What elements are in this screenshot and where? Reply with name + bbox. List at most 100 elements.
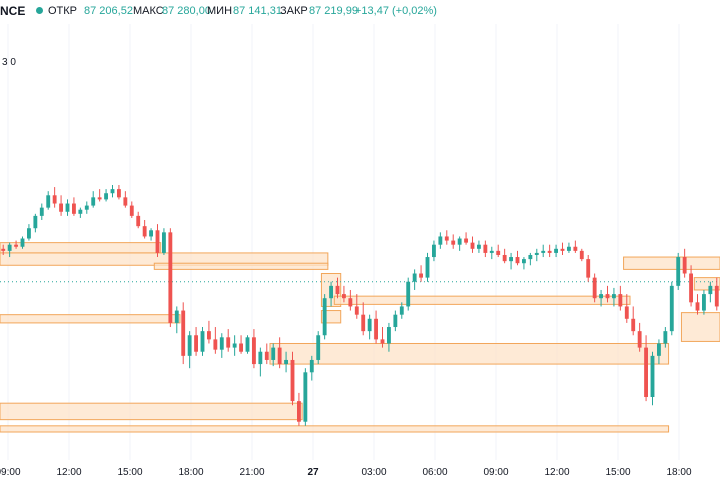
candle-body (534, 252, 539, 255)
candle-body (123, 197, 128, 206)
candle-body (245, 337, 250, 352)
price-header: NCE ОТКР 87 206,52 МАКС 87 280,00 МИН 87… (0, 0, 720, 24)
candle-body (457, 238, 462, 245)
candle-body (84, 205, 89, 210)
candle-body (1, 248, 6, 251)
candle-body (110, 189, 115, 194)
candle-body (714, 285, 719, 307)
candle-body (631, 318, 636, 332)
time-axis-label: 09:00 (483, 467, 508, 478)
candle-body (618, 294, 623, 307)
candle-body (187, 335, 192, 356)
candle-body (174, 310, 179, 323)
candle-body (290, 359, 295, 402)
candle-body (669, 285, 674, 332)
candle-body (335, 285, 340, 295)
candle-body (361, 314, 366, 332)
candle-body (52, 195, 57, 204)
candle-body (509, 257, 513, 262)
candle-body (477, 244, 481, 249)
candle-body (444, 236, 449, 241)
candle-body (14, 244, 18, 247)
candle-body (155, 230, 160, 253)
candle-body (663, 331, 668, 344)
candle-body (142, 226, 147, 237)
candle-body (59, 203, 63, 212)
candle-body (573, 246, 578, 251)
time-axis-label: 15:00 (605, 467, 630, 478)
time-axis-label: 18:00 (666, 467, 691, 478)
supply-demand-zone (623, 256, 720, 270)
candle-body (264, 351, 269, 360)
candle-body (213, 339, 218, 350)
candle-body (419, 273, 423, 278)
time-axis-label: 18:00 (178, 467, 203, 478)
candle-body (46, 195, 51, 208)
candle-body (567, 246, 571, 251)
candle-body (27, 228, 31, 239)
open-value: 87 206,52 (84, 5, 133, 17)
supply-demand-zone (333, 295, 631, 305)
candle-body (219, 337, 224, 350)
candle-body (117, 189, 121, 198)
candle-body (104, 193, 108, 200)
candle-body (406, 281, 411, 307)
candle-body (695, 302, 700, 311)
candle-body (644, 347, 648, 398)
time-axis-label: 09:00 (0, 467, 21, 478)
symbol-name[interactable]: NCE (0, 4, 26, 18)
time-axis-label: 12:00 (544, 467, 569, 478)
close-value: 87 219,99 (309, 5, 358, 17)
candle-body (528, 254, 533, 260)
candle-body (91, 197, 96, 206)
high-label: МАКС (133, 5, 164, 17)
candle-body (676, 257, 681, 286)
candle-body (599, 294, 603, 299)
low-label: МИН (207, 5, 233, 17)
candle-body (522, 259, 526, 264)
candle-body (136, 215, 141, 227)
time-axis-label: 21:00 (239, 467, 264, 478)
candle-body (200, 331, 205, 352)
candle-body (592, 277, 597, 299)
time-axis-label: 06:00 (422, 467, 447, 478)
candle-body (232, 343, 237, 348)
candle-body (72, 203, 76, 214)
indicator-values: 3 0 (2, 57, 16, 68)
candle-body (168, 232, 173, 323)
candle-body (425, 257, 430, 278)
candle-body (579, 250, 584, 260)
candle-body (309, 359, 314, 373)
candle-body (258, 351, 263, 365)
open-label: ОТКР (48, 5, 78, 17)
candle-body (252, 337, 256, 365)
candle-body (560, 248, 565, 251)
candle-body (605, 294, 610, 299)
time-axis-label: 15:00 (117, 467, 142, 478)
supply-demand-zone (153, 262, 329, 270)
candle-body (20, 238, 25, 247)
candle-body (515, 257, 520, 264)
candle-body (586, 259, 591, 278)
candle-body (367, 318, 372, 332)
candle-body (342, 294, 346, 299)
candle-body (194, 335, 198, 352)
candle-body (226, 337, 231, 348)
candle-body (702, 294, 706, 311)
candle-body (438, 236, 443, 245)
candle-body (657, 343, 661, 356)
candle-body (239, 343, 243, 352)
candle-body (470, 242, 475, 249)
candle-body (380, 339, 385, 344)
candle-body (541, 250, 546, 253)
candle-body (708, 285, 713, 295)
candle-body (547, 250, 552, 253)
candle-body (162, 232, 166, 253)
candle-body (399, 306, 404, 315)
candle-body (149, 230, 153, 237)
candle-body (271, 347, 276, 360)
candle-body (496, 250, 501, 255)
candle-body (65, 203, 70, 212)
candle-body (303, 372, 308, 422)
